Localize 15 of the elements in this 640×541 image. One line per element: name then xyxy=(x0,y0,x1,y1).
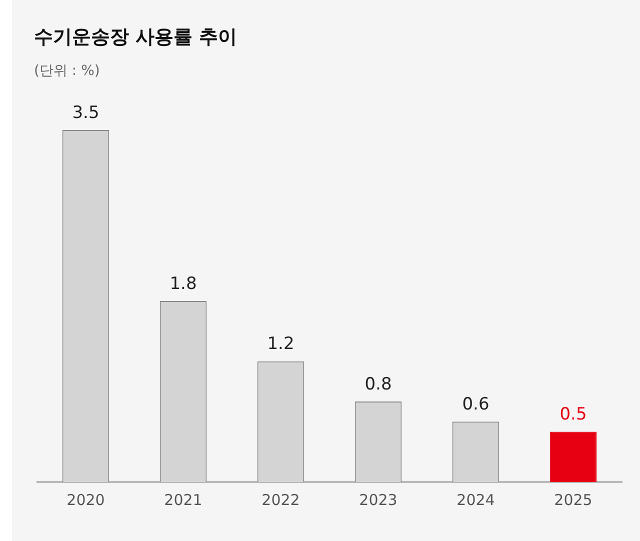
data-label: 0.5 xyxy=(560,404,587,425)
bar xyxy=(550,432,597,482)
data-label: 0.6 xyxy=(462,394,490,415)
x-tick-label: 2024 xyxy=(456,490,495,509)
x-tick-label: 2021 xyxy=(164,490,202,509)
x-tick-label: 2025 xyxy=(554,490,592,509)
chart-title: 수기운송장 사용률 추이 xyxy=(34,25,238,50)
x-tick-label: 2022 xyxy=(262,490,300,509)
x-tick-label: 2020 xyxy=(66,490,105,509)
data-label: 1.2 xyxy=(267,334,294,354)
data-label: 1.8 xyxy=(170,274,197,294)
data-label: 0.8 xyxy=(364,374,392,394)
x-tick-label: 2023 xyxy=(359,490,398,509)
data-label: 3.5 xyxy=(72,102,100,123)
chart-subtitle: (단위 : %) xyxy=(34,62,100,80)
